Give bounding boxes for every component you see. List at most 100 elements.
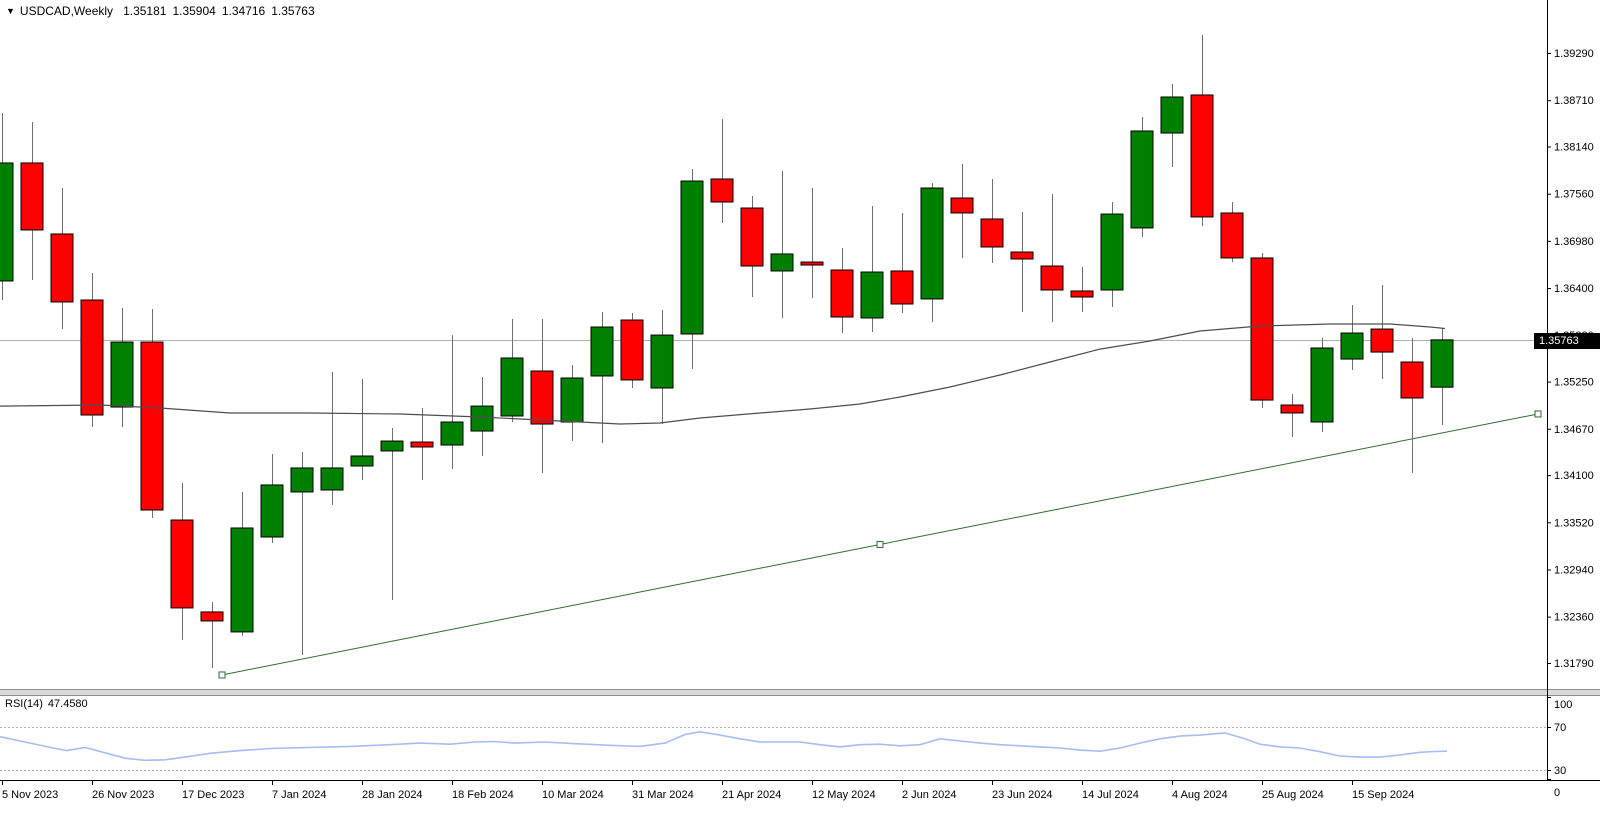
rsi-scale: 100 70 30 0 (1547, 697, 1572, 799)
bear-candle (740, 207, 764, 267)
bear-candle (890, 270, 914, 305)
bear-candle (1010, 251, 1034, 260)
bear-candle (170, 519, 194, 609)
price-tick-label: 1.34670 (1554, 424, 1594, 436)
bear-candle (710, 178, 734, 203)
date-tick-label: 31 Mar 2024 (632, 789, 694, 801)
date-tick-label: 4 Aug 2024 (1172, 789, 1228, 801)
bull-candle (500, 357, 524, 417)
date-tick-label: 18 Feb 2024 (452, 789, 514, 801)
current-price-label: 1.35763 (1534, 333, 1600, 349)
open-value: 1.35181 (123, 4, 167, 18)
date-tick-label: 21 Apr 2024 (722, 789, 781, 801)
bear-candle (200, 611, 224, 622)
bear-candle (140, 341, 164, 511)
trendline-handle[interactable] (1534, 410, 1542, 418)
date-tick-label: 17 Dec 2023 (182, 789, 244, 801)
time-axis: 5 Nov 2023 26 Nov 2023 17 Dec 2023 7 Jan 20… (2, 780, 1414, 801)
bull-candle (320, 467, 344, 491)
moving-average-line (0, 323, 1446, 425)
bear-candle (20, 162, 44, 231)
bear-candle (50, 233, 74, 303)
rsi-tick-label: 100 (1554, 699, 1572, 711)
bull-candle (560, 377, 584, 423)
price-tick-label: 1.33520 (1554, 517, 1594, 529)
date-tick-label: 15 Sep 2024 (1352, 789, 1414, 801)
date-tick-label: 28 Jan 2024 (362, 789, 423, 801)
trendline-handle[interactable] (218, 671, 226, 679)
price-tick-label: 1.36400 (1554, 283, 1594, 295)
bull-candle (920, 187, 944, 300)
date-tick-label: 7 Jan 2024 (272, 789, 326, 801)
price-tick-label: 1.37560 (1554, 189, 1594, 201)
bull-candle (0, 162, 14, 282)
bull-candle (1430, 339, 1454, 388)
bull-candle (590, 326, 614, 377)
bull-candle (770, 253, 794, 272)
rsi-line (0, 730, 1448, 762)
bear-candle (1220, 212, 1244, 259)
date-tick-label: 14 Jul 2024 (1082, 789, 1139, 801)
chart-title-bar: ▼ USDCAD,Weekly 1.35181 1.35904 1.34716 1.357… (6, 4, 321, 18)
bull-candle (260, 484, 284, 538)
bear-candle (1400, 361, 1424, 399)
price-axis: 1.39290 1.38710 1.38140 1.37560 1.36980 1.364… (1547, 48, 1594, 670)
price-tick-label: 1.38140 (1554, 142, 1594, 154)
trendline-handle[interactable] (876, 540, 884, 548)
bull-candle (1340, 332, 1364, 360)
price-tick-label: 1.35250 (1554, 377, 1594, 389)
symbol-dropdown-arrow-icon[interactable]: ▼ (6, 6, 15, 16)
candle-bodies (0, 94, 1454, 633)
bull-candle (680, 180, 704, 335)
date-tick-label: 2 Jun 2024 (902, 789, 956, 801)
bull-candle (650, 334, 674, 389)
rsi-indicator-caption: RSI(14) 47.4580 (5, 698, 88, 710)
bear-candle (980, 218, 1004, 248)
bull-candle (290, 467, 314, 493)
pane-splitter[interactable] (0, 689, 1600, 696)
bull-candle (1160, 96, 1184, 134)
date-tick-label: 5 Nov 2023 (2, 789, 58, 801)
bear-candle (830, 269, 854, 318)
bear-candle (1190, 94, 1214, 218)
low-value: 1.34716 (221, 4, 266, 18)
date-tick-label: 10 Mar 2024 (542, 789, 604, 801)
rsi-tick-label: 0 (1554, 787, 1560, 799)
bull-candle (1130, 130, 1154, 229)
bear-candle (950, 197, 974, 214)
bull-candle (110, 341, 134, 408)
bull-candle (350, 455, 374, 467)
bear-candle (1040, 265, 1064, 291)
bull-candle (1310, 347, 1334, 423)
bull-candle (440, 421, 464, 446)
date-tick-label: 12 May 2024 (812, 789, 876, 801)
bear-candle (410, 441, 434, 448)
date-tick-label: 25 Aug 2024 (1262, 789, 1324, 801)
bull-candle (230, 527, 254, 633)
rsi-tick-label: 70 (1554, 722, 1566, 734)
high-value: 1.35904 (172, 4, 216, 18)
bear-candle (530, 370, 554, 425)
bear-candle (1280, 404, 1304, 414)
price-tick-label: 1.39290 (1554, 48, 1594, 60)
bear-candle (80, 299, 104, 416)
price-tick-label: 1.32360 (1554, 612, 1594, 624)
bull-candle (470, 405, 494, 432)
rsi-tick-label: 30 (1554, 765, 1566, 777)
bull-candle (1100, 213, 1124, 291)
rsi-pane (0, 727, 1547, 771)
symbol-period-label: USDCAD,Weekly (19, 4, 114, 18)
rsi-value: 47.4580 (47, 698, 88, 710)
price-tick-label: 1.34100 (1554, 470, 1594, 482)
bear-candle (1370, 328, 1394, 353)
bear-candle (620, 319, 644, 381)
price-tick-label: 1.32940 (1554, 564, 1594, 576)
bull-candle (380, 440, 404, 452)
price-tick-label: 1.31790 (1554, 658, 1594, 670)
axes-frame (0, 0, 1600, 781)
trendline (218, 410, 1542, 679)
candle-wicks (2, 35, 1443, 668)
rsi-label: RSI(14) (5, 698, 43, 710)
